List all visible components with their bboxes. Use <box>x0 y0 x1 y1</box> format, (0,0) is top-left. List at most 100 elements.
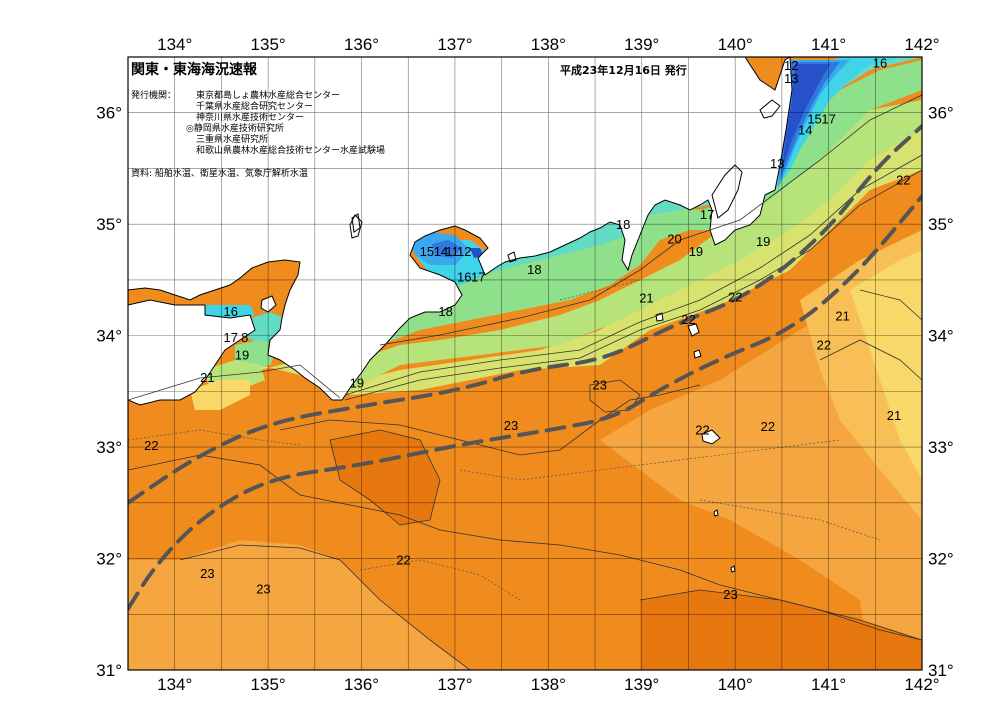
land-miyake <box>693 349 702 359</box>
latitude-label-right: 36° <box>928 104 954 123</box>
isotherm-label: 23 <box>504 418 518 433</box>
land-honshu <box>128 57 793 401</box>
isotherm-label: 17 <box>700 207 714 222</box>
longitude-label-top: 140° <box>718 35 753 54</box>
isotherm-label: 22 <box>817 338 831 353</box>
longitude-label-top: 137° <box>437 35 472 54</box>
isotherm-label: 12 <box>457 244 471 259</box>
latitude-label-left: 32° <box>96 550 122 569</box>
land-awaji <box>260 295 277 313</box>
isotherm-lines <box>128 94 922 670</box>
longitude-label-top: 134° <box>157 35 192 54</box>
longitude-label-bottom: 142° <box>904 675 939 694</box>
sea-blue-deep-kashima <box>782 64 830 170</box>
longitude-labels-bottom: 134° 135° 136° 137° 138° 139° 140° 141° 142° <box>157 675 939 694</box>
isotherm-label: 12 <box>784 58 798 73</box>
isotherm-label: 19 <box>756 234 770 249</box>
isotherm-label: 22 <box>728 290 742 305</box>
isotherm-label: 22 <box>681 312 695 327</box>
isotherm-label: 19 <box>689 244 703 259</box>
isotherm-label: 17 <box>224 330 238 345</box>
issuer-4: ◎静岡県水産技術研究所 <box>186 122 284 134</box>
isotherm-label: 23 <box>200 566 214 581</box>
longitude-label-top: 139° <box>624 35 659 54</box>
isotherm-label: 14 <box>434 244 448 259</box>
issuer-6: 和歌山県農林水産総合技術センター水産試験場 <box>196 144 385 156</box>
isotherm-label: 16 <box>873 56 887 71</box>
latitude-label-left: 36° <box>96 104 122 123</box>
isotherm-label: 21 <box>835 309 849 324</box>
longitude-label-bottom: 134° <box>157 675 192 694</box>
data-source: 資料: 船舶水温、衛星水温、気象庁解析水温 <box>131 167 308 179</box>
isotherm-label: 21 <box>639 291 653 306</box>
isotherm-label: 22 <box>695 422 709 437</box>
longitude-label-top: 135° <box>251 35 286 54</box>
longitude-label-bottom: 138° <box>531 675 566 694</box>
isotherm-label: 22 <box>761 419 775 434</box>
isotherm-label: 8 <box>241 330 248 345</box>
isotherm-label: 18 <box>527 262 541 277</box>
sea-yellow-kii <box>190 380 250 410</box>
isotherm-label: 23 <box>256 582 270 597</box>
isotherm-label: 11 <box>445 244 459 259</box>
map-title: 関東・東海海況速報 <box>131 61 258 78</box>
isotherm-label: 18 <box>438 304 452 319</box>
longitude-label-bottom: 139° <box>624 675 659 694</box>
land-niijima <box>655 312 664 322</box>
longitude-label-bottom: 136° <box>344 675 379 694</box>
longitude-label-bottom: 141° <box>811 675 846 694</box>
isotherm-dotted-lines <box>128 279 881 601</box>
latitude-label-right: 33° <box>928 438 954 457</box>
isotherm-label: 15 <box>807 111 821 126</box>
isotherm-label: 15 <box>420 244 434 259</box>
isotherm-label: 16 <box>224 304 238 319</box>
longitude-label-top: 141° <box>811 35 846 54</box>
latitude-label-left: 33° <box>96 438 122 457</box>
sea-yellow-band-east-2 <box>850 250 922 480</box>
longitude-label-bottom: 140° <box>718 675 753 694</box>
issuer-2: 千葉県水産総合研究センター <box>196 100 313 112</box>
longitude-label-bottom: 135° <box>251 675 286 694</box>
sea-warm-light-band <box>128 540 470 670</box>
issuer-5: 三重県水産研究所 <box>196 133 268 145</box>
grid-lines <box>128 57 922 670</box>
longitude-label-top: 142° <box>904 35 939 54</box>
isotherm-label: 19 <box>235 348 249 363</box>
sea-cyan-osaka <box>205 305 255 318</box>
latitude-labels-right: 36° 35° 34° 33° 32° 31° <box>928 104 954 680</box>
isotherm-label: 18 <box>616 217 630 232</box>
longitude-label-bottom: 137° <box>437 675 472 694</box>
latitude-label-right: 35° <box>928 215 954 234</box>
sea-green-light-coastal <box>350 100 922 390</box>
isotherm-label: 13 <box>770 156 784 171</box>
isotherm-label: 21 <box>200 370 214 385</box>
sea-green-coastal <box>380 60 922 345</box>
map-frame <box>127 56 923 671</box>
isotherm-label: 19 <box>350 375 364 390</box>
isotherm-label: 21 <box>887 408 901 423</box>
sea-blue-ise-bay <box>432 240 462 258</box>
isotherm-label: 14 <box>798 122 812 137</box>
land-kasumigaura <box>759 99 781 119</box>
land-boso-tip <box>711 164 743 219</box>
longitude-label-top: 136° <box>344 35 379 54</box>
land-hachijo <box>701 429 721 445</box>
issuer-label: 発行機関： <box>131 89 176 101</box>
isotherm-label: 23 <box>723 587 737 602</box>
isotherm-label: 20 <box>667 232 681 247</box>
lake-hamana <box>507 251 517 263</box>
latitude-label-right: 32° <box>928 550 954 569</box>
isotherm-label: 22 <box>896 173 910 188</box>
isotherm-label: 13 <box>784 71 798 86</box>
issue-date: 平成23年12月16日 発行 <box>560 63 687 77</box>
isotherm-label: 22 <box>396 553 410 568</box>
lakes <box>349 214 517 263</box>
latitude-label-right: 34° <box>928 327 954 346</box>
sea-warm-deep-patch-south <box>640 590 922 670</box>
land-mikurajima <box>713 509 719 517</box>
latitude-label-left: 34° <box>96 327 122 346</box>
isotherm-label: 23 <box>592 378 606 393</box>
isotherm-label: 22 <box>144 438 158 453</box>
